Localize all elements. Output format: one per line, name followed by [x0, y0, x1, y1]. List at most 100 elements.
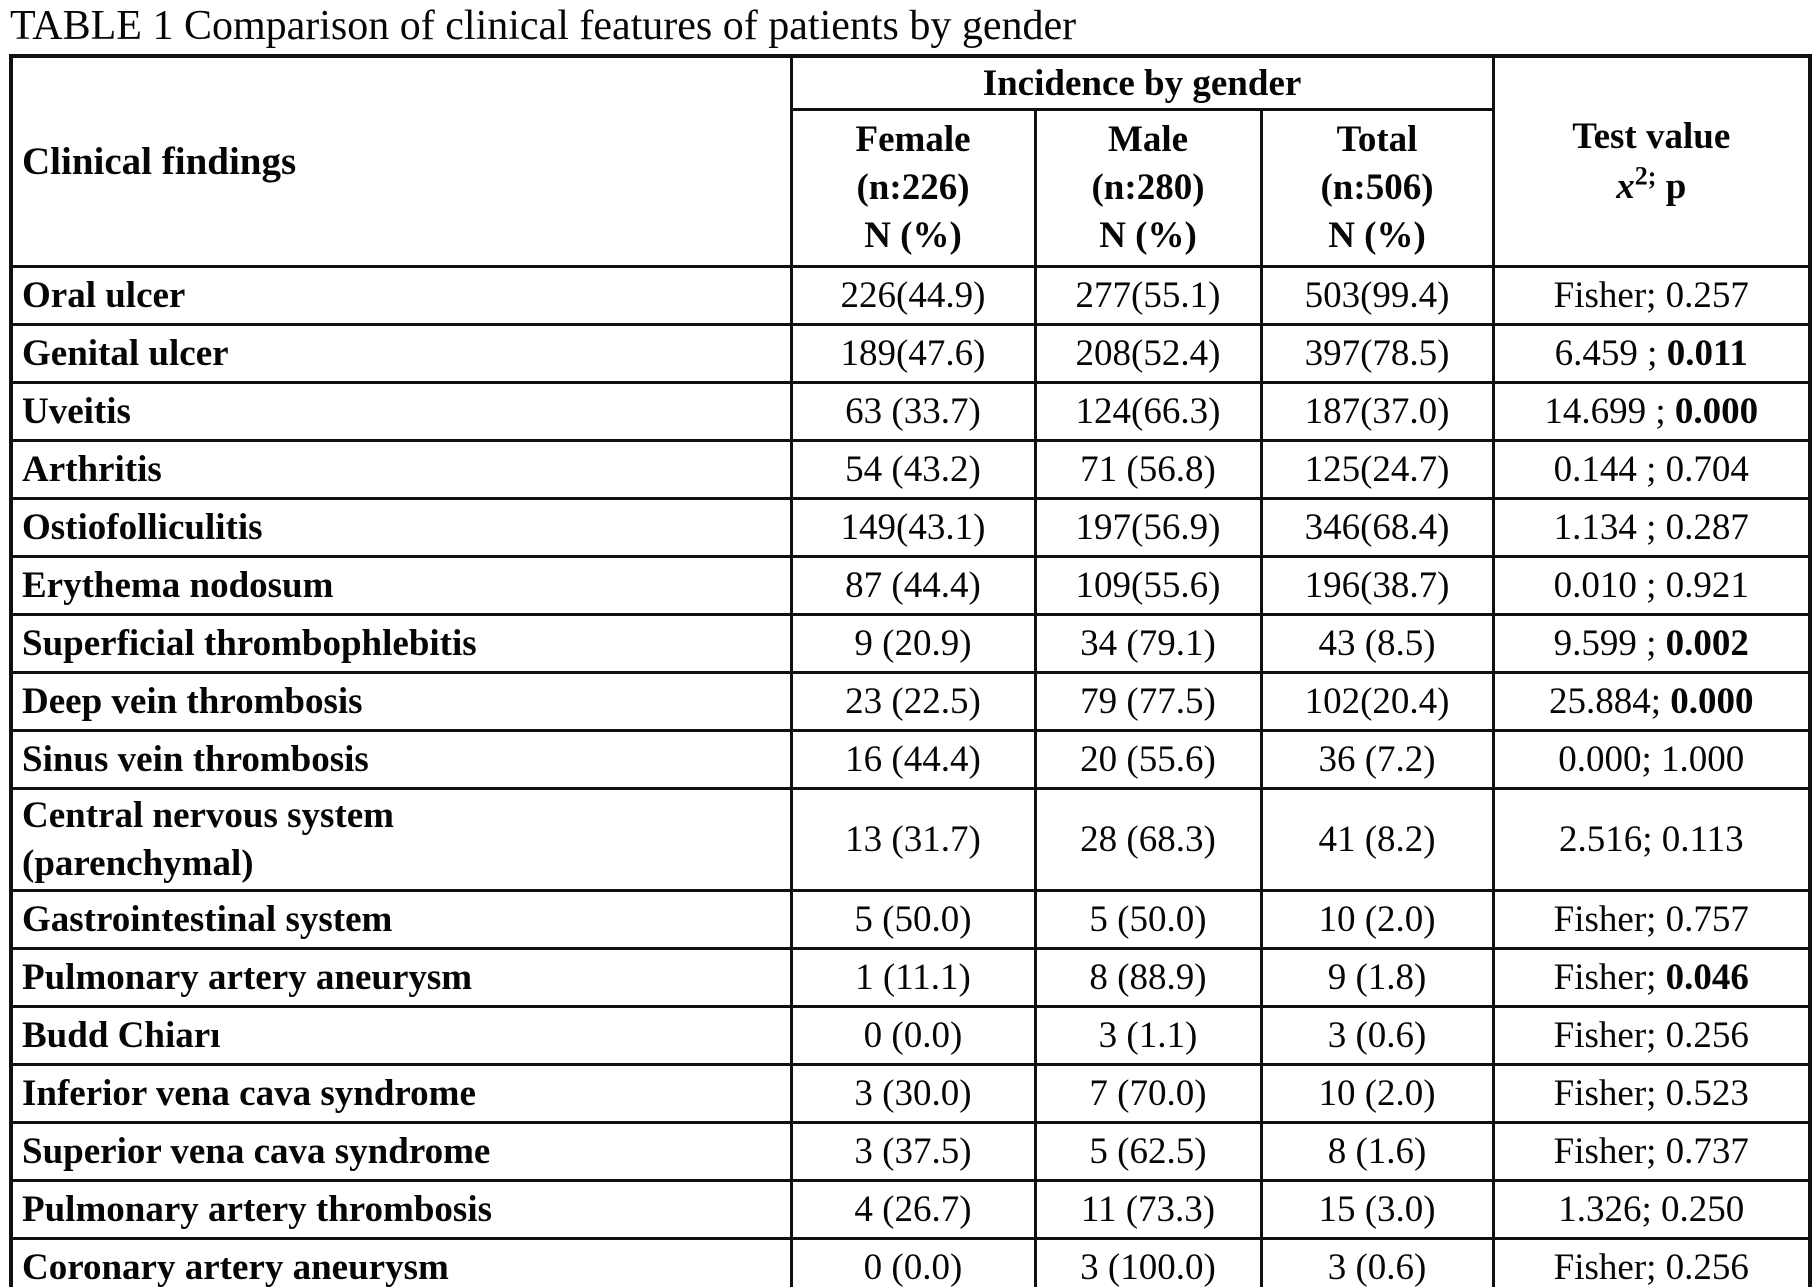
test-statistic: 1.134 ; [1553, 507, 1657, 549]
p-value: 0.250 [1661, 1189, 1745, 1231]
test-statistic: 1.326; [1558, 1189, 1652, 1231]
table-row: Sinus vein thrombosis 16 (44.4) 20 (55.6… [9, 729, 1812, 791]
table-row: Ostiofolliculitis 149(43.1) 197(56.9) 34… [9, 497, 1812, 559]
clinical-features-table: Clinical findings Incidence by gender Te… [9, 54, 1813, 1287]
table-row: Coronary artery aneurysm 0 (0.0) 3 (100.… [9, 1237, 1812, 1287]
clinical-finding-label: Uveitis [9, 381, 793, 443]
clinical-finding-label: Genital ulcer [9, 323, 793, 385]
female-value-cell: 23 (22.5) [789, 671, 1037, 733]
test-value-cell: 0.000; 1.000 [1491, 729, 1812, 791]
total-value-cell: 10 (2.0) [1259, 889, 1495, 951]
test-statistic: Fisher; [1553, 957, 1657, 999]
test-value-cell: Fisher; 0.737 [1491, 1121, 1812, 1183]
female-value-cell: 189(47.6) [789, 323, 1037, 385]
female-value-cell: 149(43.1) [789, 497, 1037, 559]
p-value: 0.011 [1666, 333, 1748, 375]
p-value: 0.257 [1665, 275, 1749, 317]
total-value-cell: 125(24.7) [1259, 439, 1495, 501]
female-value-cell: 16 (44.4) [789, 729, 1037, 791]
column-header-female: Female (n:226) N (%) [789, 108, 1037, 269]
p-value: 0.002 [1665, 623, 1749, 665]
p-symbol: p [1665, 165, 1687, 207]
table-row: Uveitis 63 (33.7) 124(66.3) 187(37.0) 14… [9, 381, 1812, 443]
male-value-cell: 11 (73.3) [1033, 1179, 1263, 1241]
male-value-cell: 109(55.6) [1033, 555, 1263, 617]
p-value: 0.704 [1665, 449, 1749, 491]
test-value-cell: Fisher; 0.256 [1491, 1237, 1812, 1287]
male-value-cell: 3 (100.0) [1033, 1237, 1263, 1287]
p-value: 0.046 [1665, 957, 1749, 999]
test-statistic: 2.516; [1558, 819, 1653, 861]
male-value-cell: 197(56.9) [1033, 497, 1263, 559]
female-value-cell: 9 (20.9) [789, 613, 1037, 675]
test-value-cell: Fisher; 0.523 [1491, 1063, 1812, 1125]
table-row: Oral ulcer 226(44.9) 277(55.1) 503(99.4)… [9, 265, 1812, 327]
p-value: 0.737 [1665, 1131, 1749, 1173]
total-value-cell: 3 (0.6) [1259, 1237, 1495, 1287]
test-statistic: 9.599 ; [1553, 623, 1657, 665]
test-value-cell: 6.459 ; 0.011 [1491, 323, 1812, 385]
test-statistic: 25.884; [1549, 681, 1662, 723]
test-value-cell: 14.699 ; 0.000 [1491, 381, 1812, 443]
test-value-cell: 25.884; 0.000 [1491, 671, 1812, 733]
column-header-total: Total (n:506) N (%) [1259, 108, 1495, 269]
p-value: 0.757 [1665, 899, 1749, 941]
table-body: Oral ulcer 226(44.9) 277(55.1) 503(99.4)… [9, 265, 1812, 1287]
total-value-cell: 346(68.4) [1259, 497, 1495, 559]
table-row: Arthritis 54 (43.2) 71 (56.8) 125(24.7) … [9, 439, 1812, 501]
chi-symbol: x [1616, 165, 1635, 207]
female-value-cell: 3 (30.0) [789, 1063, 1037, 1125]
clinical-finding-label: Oral ulcer [9, 265, 793, 327]
table-row: Pulmonary artery aneurysm 1 (11.1) 8 (88… [9, 947, 1812, 1009]
chi-square-p-formula: x2; p [1501, 162, 1803, 212]
total-value-cell: 41 (8.2) [1259, 787, 1495, 893]
table-row: Deep vein thrombosis 23 (22.5) 79 (77.5)… [9, 671, 1812, 733]
male-value-cell: 208(52.4) [1033, 323, 1263, 385]
clinical-finding-label: Inferior vena cava syndrome [9, 1063, 793, 1125]
clinical-finding-label: Arthritis [9, 439, 793, 501]
male-value-cell: 79 (77.5) [1033, 671, 1263, 733]
table-row: Superficial thrombophlebitis 9 (20.9) 34… [9, 613, 1812, 675]
test-value-cell: Fisher; 0.256 [1491, 1005, 1812, 1067]
table-row: Pulmonary artery thrombosis 4 (26.7) 11 … [9, 1179, 1812, 1241]
table-row: Genital ulcer 189(47.6) 208(52.4) 397(78… [9, 323, 1812, 385]
clinical-finding-label: Pulmonary artery thrombosis [9, 1179, 793, 1241]
clinical-finding-label: Sinus vein thrombosis [9, 729, 793, 791]
total-value-cell: 10 (2.0) [1259, 1063, 1495, 1125]
test-statistic: 0.010 ; [1553, 565, 1657, 607]
p-value: 0.000 [1670, 681, 1754, 723]
test-value-cell: Fisher; 0.046 [1491, 947, 1812, 1009]
test-value-cell: 2.516; 0.113 [1491, 787, 1812, 893]
total-value-cell: 43 (8.5) [1259, 613, 1495, 675]
male-value-cell: 277(55.1) [1033, 265, 1263, 327]
test-value-cell: Fisher; 0.757 [1491, 889, 1812, 951]
p-value: 0.523 [1665, 1073, 1749, 1115]
column-header-clinical-findings: Clinical findings [9, 54, 793, 269]
total-value-cell: 503(99.4) [1259, 265, 1495, 327]
total-value-cell: 102(20.4) [1259, 671, 1495, 733]
test-value-cell: 9.599 ; 0.002 [1491, 613, 1812, 675]
male-value-cell: 5 (50.0) [1033, 889, 1263, 951]
test-value-cell: 0.144 ; 0.704 [1491, 439, 1812, 501]
clinical-finding-label: Deep vein thrombosis [9, 671, 793, 733]
table-header: Clinical findings Incidence by gender Te… [9, 54, 1812, 269]
total-value-cell: 3 (0.6) [1259, 1005, 1495, 1067]
total-value-cell: 36 (7.2) [1259, 729, 1495, 791]
column-group-header-incidence-by-gender: Incidence by gender [789, 54, 1495, 112]
table-row: Inferior vena cava syndrome 3 (30.0) 7 (… [9, 1063, 1812, 1125]
p-value: 0.113 [1661, 819, 1744, 861]
table-row: Gastrointestinal system 5 (50.0) 5 (50.0… [9, 889, 1812, 951]
male-value-cell: 3 (1.1) [1033, 1005, 1263, 1067]
male-value-cell: 34 (79.1) [1033, 613, 1263, 675]
chi-superscript: 2; [1634, 161, 1657, 191]
table-row: Erythema nodosum 87 (44.4) 109(55.6) 196… [9, 555, 1812, 617]
female-value-cell: 0 (0.0) [789, 1237, 1037, 1287]
p-value: 0.921 [1665, 565, 1749, 607]
female-value-cell: 5 (50.0) [789, 889, 1037, 951]
female-value-cell: 87 (44.4) [789, 555, 1037, 617]
female-value-cell: 13 (31.7) [789, 787, 1037, 893]
total-value-cell: 187(37.0) [1259, 381, 1495, 443]
clinical-finding-label: Pulmonary artery aneurysm [9, 947, 793, 1009]
clinical-finding-label: Central nervous system (parenchymal) [9, 787, 793, 893]
